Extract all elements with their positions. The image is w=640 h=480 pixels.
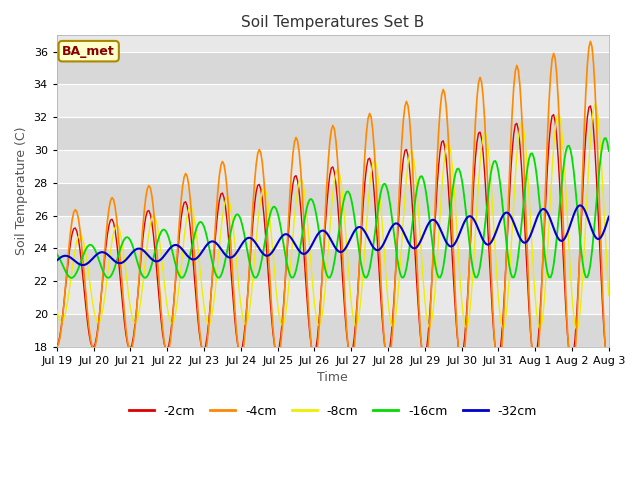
- Bar: [57, 183, 609, 216]
- Bar: [57, 52, 609, 84]
- Y-axis label: Soil Temperature (C): Soil Temperature (C): [15, 127, 28, 255]
- Title: Soil Temperatures Set B: Soil Temperatures Set B: [241, 15, 424, 30]
- Bar: [57, 248, 609, 281]
- Text: BA_met: BA_met: [62, 45, 115, 58]
- Bar: [57, 117, 609, 150]
- Bar: [57, 216, 609, 248]
- X-axis label: Time: Time: [317, 372, 348, 384]
- Bar: [57, 281, 609, 314]
- Bar: [57, 84, 609, 117]
- Bar: [57, 314, 609, 347]
- Legend: -2cm, -4cm, -8cm, -16cm, -32cm: -2cm, -4cm, -8cm, -16cm, -32cm: [124, 400, 542, 423]
- Bar: [57, 150, 609, 183]
